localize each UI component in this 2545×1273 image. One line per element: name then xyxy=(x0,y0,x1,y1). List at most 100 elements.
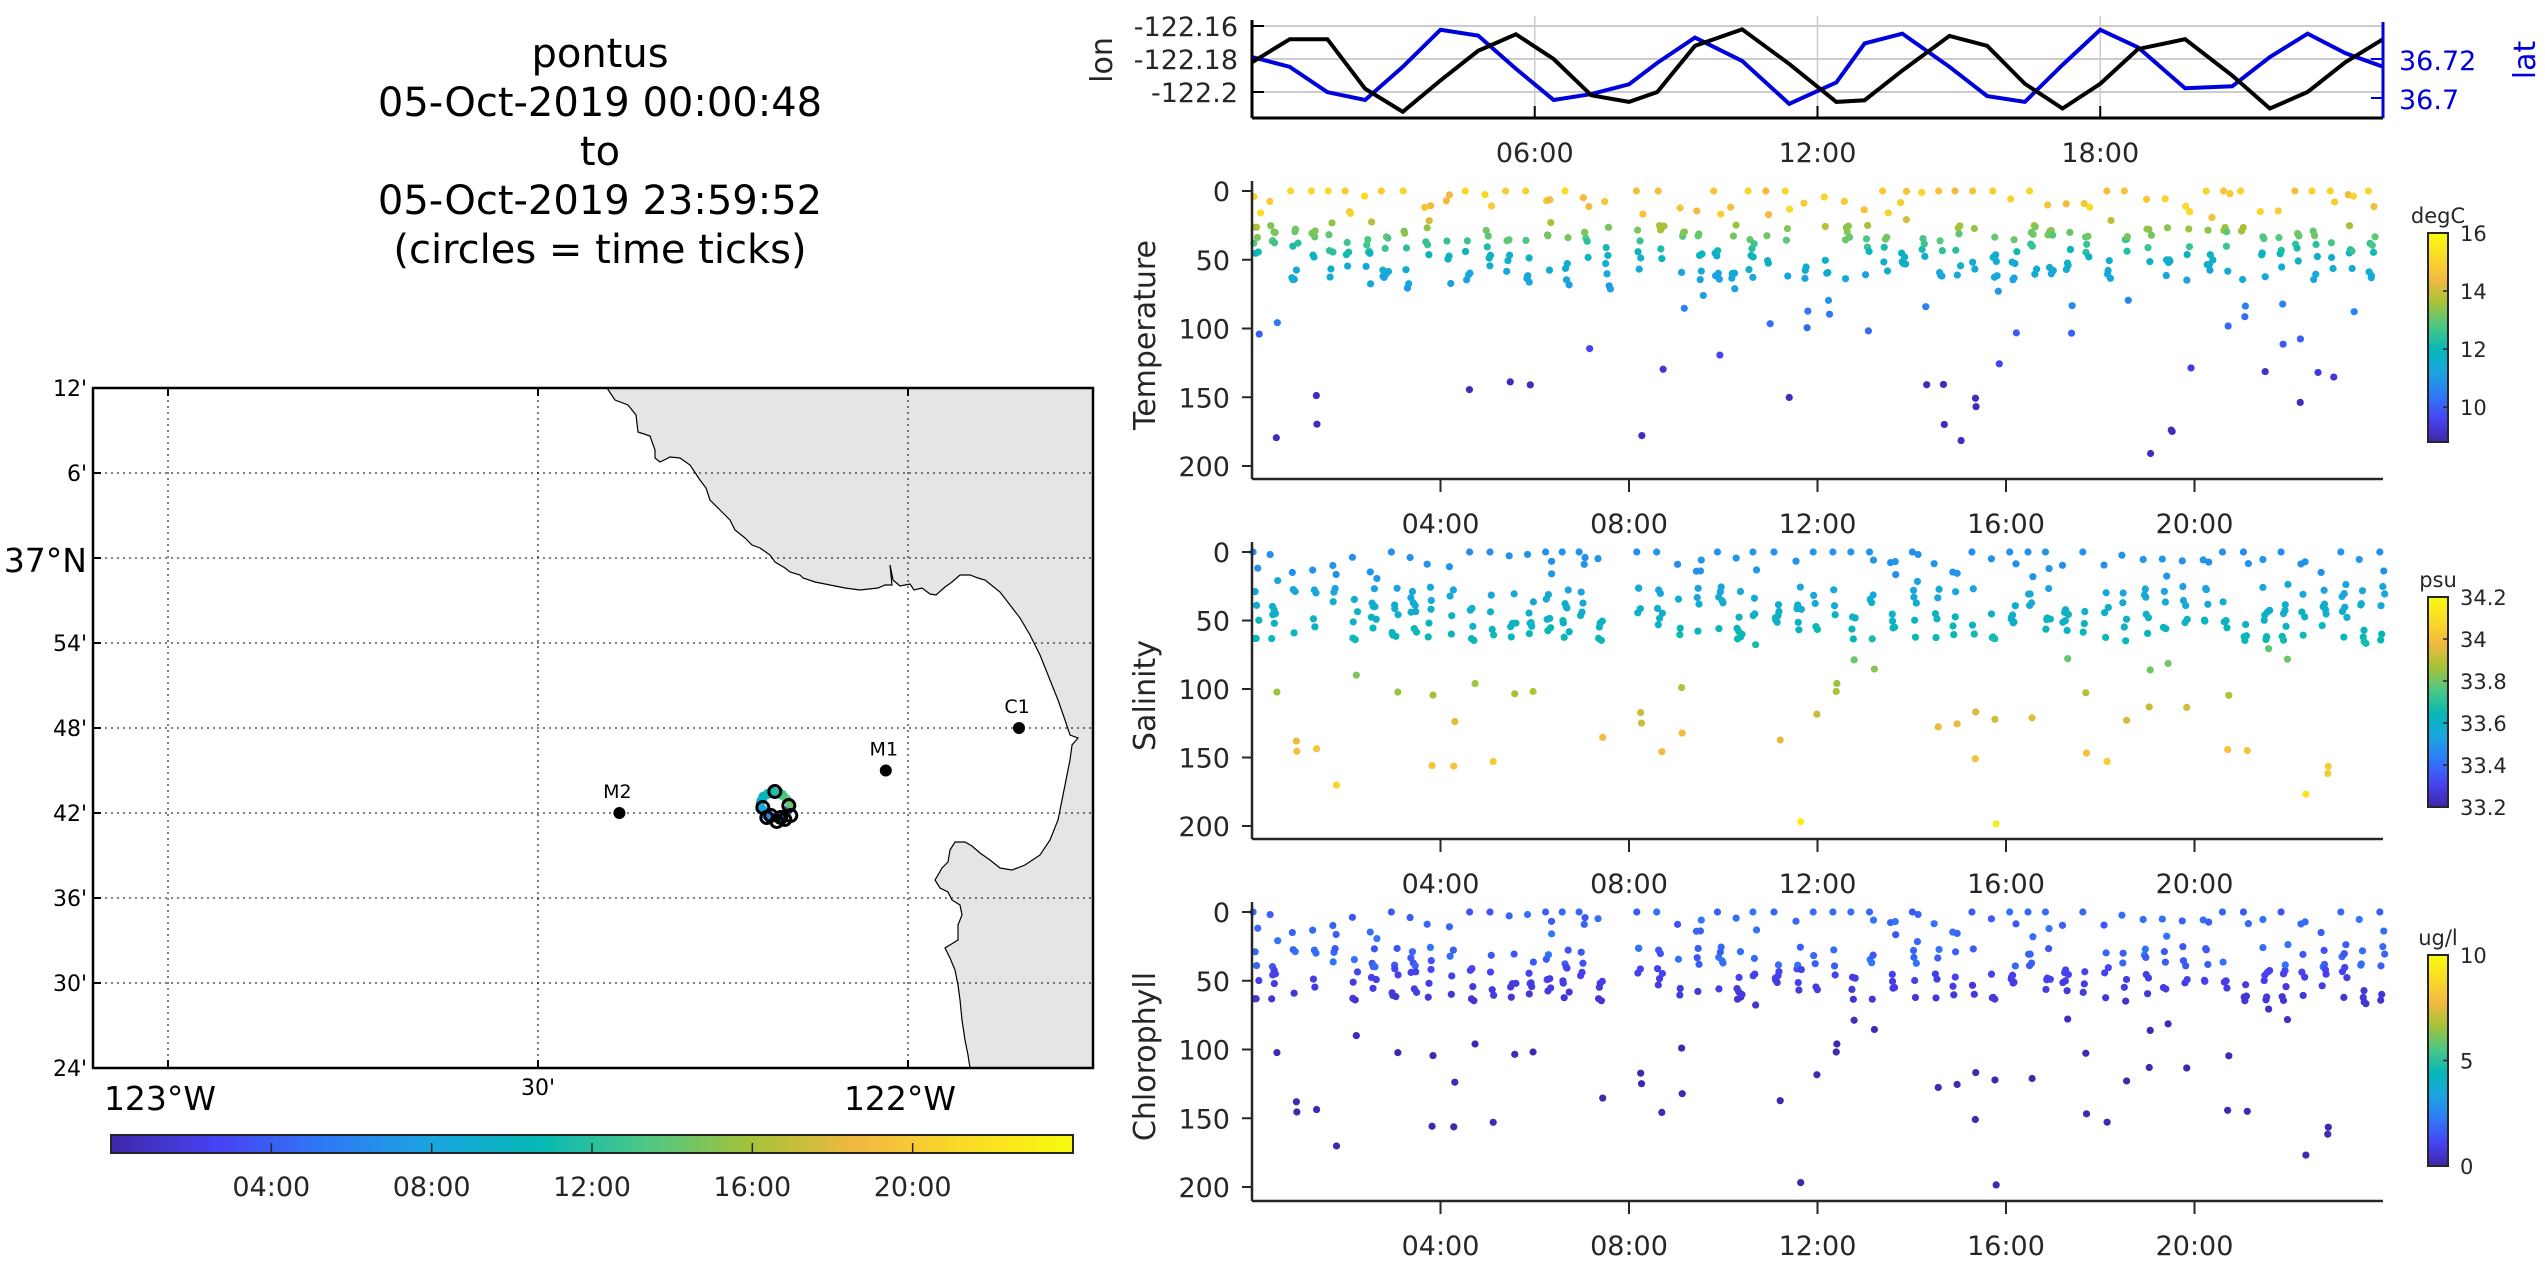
data-point xyxy=(1427,965,1435,974)
data-point xyxy=(2302,1151,2310,1159)
data-point xyxy=(2103,757,2111,765)
data-point xyxy=(1716,351,1724,359)
data-point xyxy=(1309,926,1317,934)
data-point xyxy=(2263,633,2271,641)
data-point xyxy=(1351,996,1359,1004)
data-point xyxy=(1428,1122,1436,1130)
data-point xyxy=(2066,228,2074,237)
data-point xyxy=(2182,601,2190,610)
data-point xyxy=(1490,991,1498,999)
data-point xyxy=(2144,974,2153,982)
data-point xyxy=(1677,683,1686,692)
x-tick-label: 08:00 xyxy=(1590,509,1668,540)
data-point xyxy=(1329,921,1337,930)
data-point xyxy=(1750,594,1758,602)
data-point xyxy=(1505,251,1514,259)
data-point xyxy=(1811,599,1819,608)
data-point xyxy=(2124,296,2132,304)
data-point xyxy=(2008,611,2017,619)
data-point xyxy=(2312,270,2320,278)
data-point xyxy=(2012,329,2020,337)
y-tick-label: 200 xyxy=(1178,812,1230,843)
end-time: 05-Oct-2019 23:59:52 xyxy=(377,178,823,224)
data-point xyxy=(1423,241,1432,249)
data-point xyxy=(1774,961,1783,969)
data-point xyxy=(1914,910,1922,919)
data-point xyxy=(1653,965,1662,973)
data-point xyxy=(1490,631,1498,639)
data-point xyxy=(1731,285,1739,293)
y-tick-label: 150 xyxy=(1178,744,1230,775)
data-point xyxy=(1427,957,1435,965)
data-point xyxy=(2340,633,2348,641)
data-point xyxy=(1865,247,1873,255)
colorbar-tick-label: 16 xyxy=(2460,222,2487,246)
data-point xyxy=(2162,625,2170,633)
data-point xyxy=(1393,944,1401,953)
data-point xyxy=(1635,265,1643,273)
data-point xyxy=(1487,202,1496,210)
lon-lat-panel: -122.16-122.18-122.2 06:00 12:00 18:00 36.72… xyxy=(1085,12,2543,169)
data-point xyxy=(2376,548,2384,556)
vehicle-name: pontus xyxy=(531,31,669,77)
data-point xyxy=(1406,913,1414,922)
data-point xyxy=(1311,233,1319,241)
data-point xyxy=(2345,222,2354,230)
data-point xyxy=(1268,634,1276,643)
data-point xyxy=(1844,222,1852,230)
data-point xyxy=(2122,615,2131,623)
data-point xyxy=(1781,187,1789,195)
data-point xyxy=(1865,548,1874,556)
data-point xyxy=(1697,916,1705,924)
data-point xyxy=(2314,368,2322,377)
data-point xyxy=(1991,715,1999,723)
data-point xyxy=(1749,548,1757,556)
data-point xyxy=(1910,953,1918,961)
data-point xyxy=(1821,222,1829,231)
map-lat-label: 42' xyxy=(53,802,87,827)
data-point xyxy=(1933,975,1941,983)
data-point xyxy=(1911,616,1919,624)
data-point xyxy=(1951,588,1960,596)
data-point xyxy=(1902,187,1911,195)
data-point xyxy=(1676,204,1684,212)
data-point xyxy=(1991,635,1999,643)
data-point xyxy=(2266,966,2274,975)
data-point xyxy=(2259,915,2267,924)
data-point xyxy=(1381,244,1389,252)
data-point xyxy=(1507,633,1515,641)
data-point xyxy=(2123,232,2132,241)
data-point xyxy=(1446,592,1454,600)
data-point xyxy=(1361,192,1369,200)
data-point xyxy=(1883,267,1892,275)
data-point xyxy=(2343,974,2351,982)
data-point xyxy=(2244,560,2252,568)
data-point xyxy=(1678,729,1686,737)
data-point xyxy=(1910,593,1918,601)
data-point xyxy=(1992,257,2000,266)
data-point xyxy=(2064,610,2072,618)
data-point xyxy=(2045,925,2053,933)
data-point xyxy=(1505,912,1513,920)
data-point xyxy=(1344,262,1352,270)
colorbar-tick-label: 12 xyxy=(2460,338,2487,362)
data-point xyxy=(1800,199,1808,207)
data-point xyxy=(2007,195,2015,203)
data-point xyxy=(2010,236,2018,244)
salinity-panel: 0 50 100 150 200 04:00 08:00 12:00 16:00 20:00 Sal… xyxy=(1128,538,2507,900)
time-tick-circle xyxy=(773,810,789,825)
data-point xyxy=(1969,258,1977,266)
data-point xyxy=(2142,593,2150,601)
data-point xyxy=(1763,232,1771,240)
data-point xyxy=(2320,946,2328,955)
data-point xyxy=(2008,971,2017,979)
data-point xyxy=(1796,943,1804,951)
data-point xyxy=(2010,618,2018,626)
lat-tick-label: 36.7 xyxy=(2399,85,2459,116)
data-point xyxy=(1466,548,1474,556)
data-point xyxy=(1597,997,1605,1005)
data-point xyxy=(1813,625,1822,634)
data-point xyxy=(2244,920,2252,928)
data-point xyxy=(1273,319,1281,327)
data-point xyxy=(1332,781,1341,789)
